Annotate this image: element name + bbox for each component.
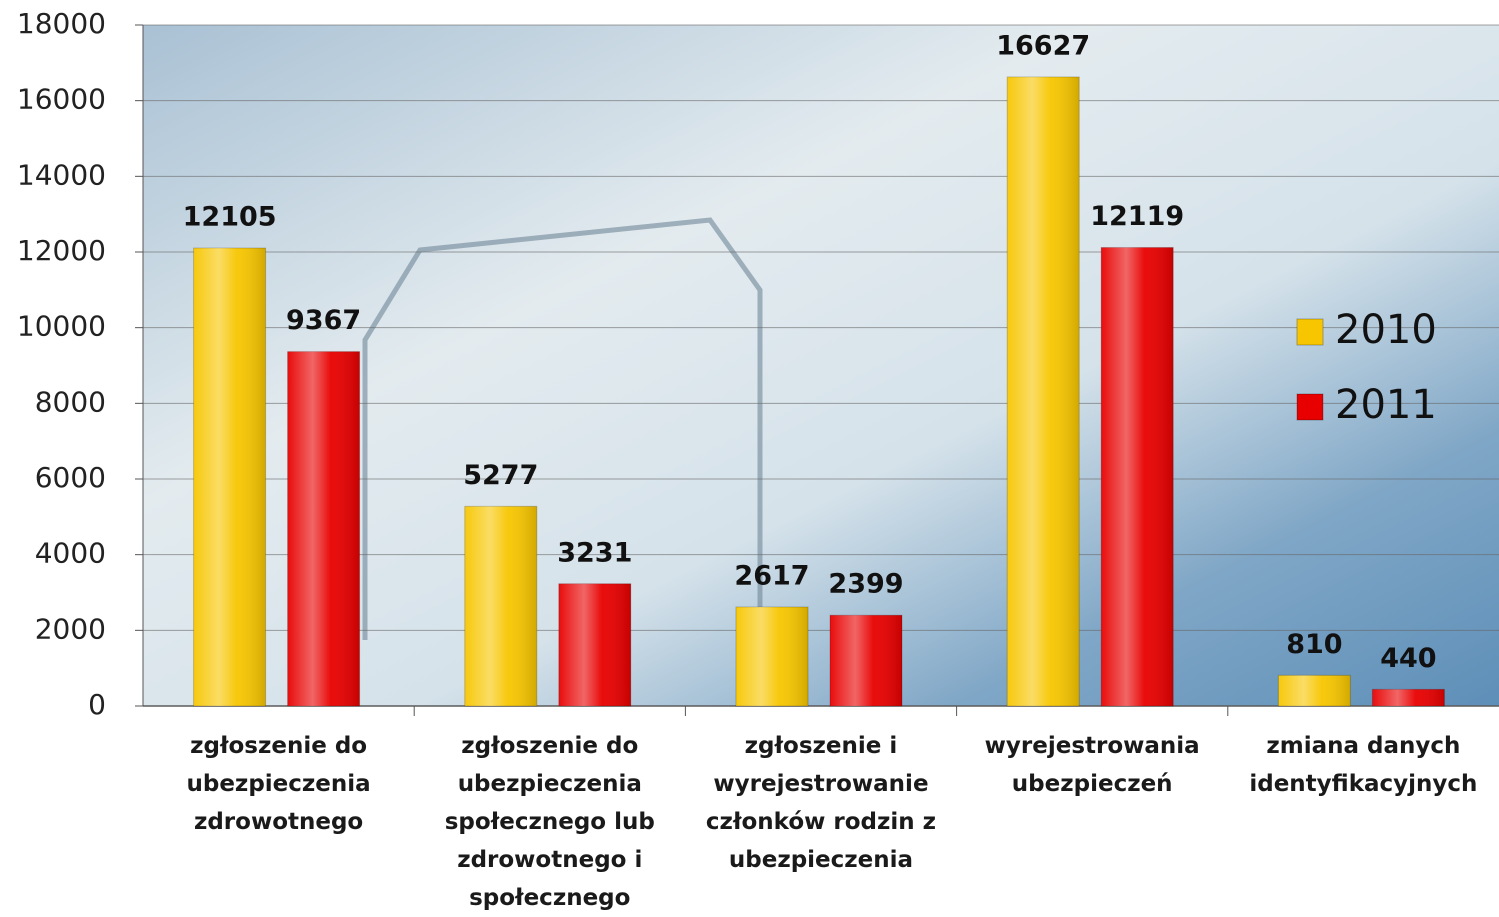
value-label: 16627 [996, 30, 1090, 61]
value-label: 9367 [286, 305, 361, 336]
y-tick-label: 8000 [35, 385, 106, 418]
y-tick-label: 0 [88, 688, 106, 721]
bar [288, 352, 360, 706]
bar [1007, 77, 1079, 706]
x-tick-label: zgłoszenie i wyrejestrowanie członków ro… [689, 727, 952, 879]
bar [559, 584, 631, 706]
value-label: 3231 [557, 537, 632, 568]
value-label: 5277 [463, 460, 538, 491]
y-tick-label: 6000 [35, 461, 106, 494]
value-label: 12119 [1090, 201, 1184, 232]
x-tick-label: zmiana danych identyfikacyjnych [1232, 727, 1495, 803]
legend-label: 2010 [1335, 307, 1437, 353]
bar [1372, 689, 1444, 706]
bar [736, 607, 808, 706]
value-label: 2617 [734, 560, 809, 591]
y-tick-label: 10000 [17, 310, 106, 343]
x-tick-label: wyrejestrowania ubezpieczeń [961, 727, 1224, 803]
bar [194, 248, 266, 706]
bar [1101, 247, 1173, 706]
bar [1278, 675, 1350, 706]
y-tick-label: 16000 [17, 83, 106, 116]
bar [830, 615, 902, 706]
y-tick-label: 18000 [17, 7, 106, 40]
y-tick-label: 12000 [17, 234, 106, 267]
bar [465, 506, 537, 706]
value-label: 440 [1380, 643, 1436, 674]
page: 0 2000 4000 6000 8000 10000 12000 14000 16000 180… [0, 0, 1499, 916]
value-label: 2399 [828, 569, 903, 600]
legend-swatch [1297, 394, 1323, 420]
x-tick-label: zgłoszenie do ubezpieczenia zdrowotnego [147, 727, 410, 841]
y-tick-label: 14000 [17, 158, 106, 191]
legend-label: 2011 [1335, 382, 1437, 428]
value-label: 12105 [183, 202, 277, 233]
value-label: 810 [1286, 629, 1342, 660]
legend-swatch [1297, 319, 1323, 345]
x-tick-label: zgłoszenie do ubezpieczenia społecznego … [418, 727, 681, 917]
y-tick-label: 2000 [35, 612, 106, 645]
y-tick-label: 4000 [35, 537, 106, 570]
